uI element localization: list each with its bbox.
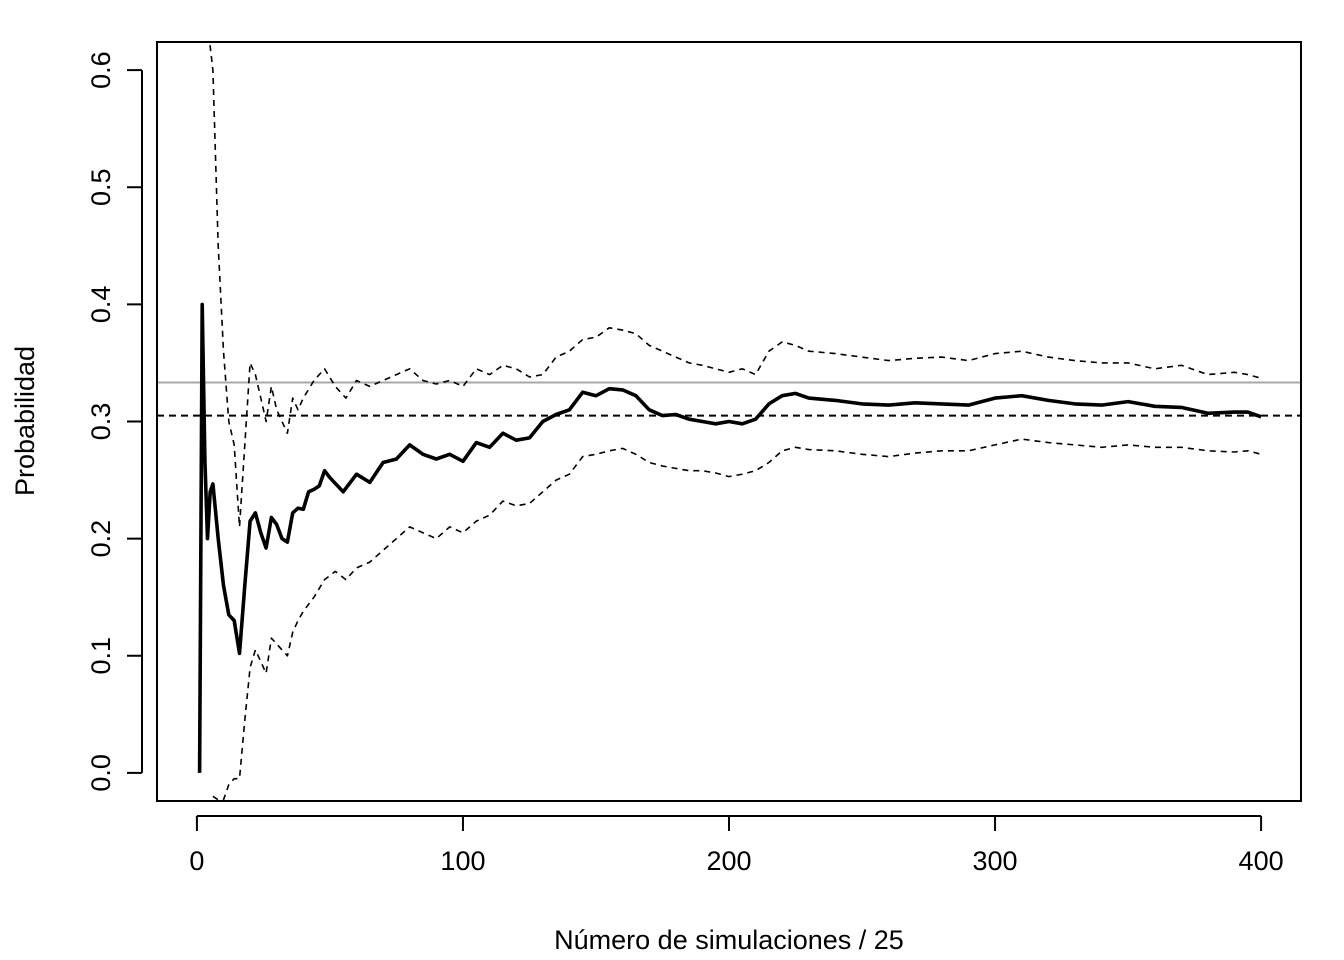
x-axis-title: Número de simulaciones / 25 xyxy=(554,925,904,955)
reference-lines xyxy=(157,381,1301,417)
plot-frame xyxy=(156,41,1302,802)
series-line-estimate xyxy=(197,302,1262,773)
y-axis: 0.0 0.1 0.2 0.3 0.4 0.5 0.6 xyxy=(86,51,143,792)
series-line-lower-bound xyxy=(212,438,1262,801)
y-tick-label: 0.1 xyxy=(86,637,116,675)
x-tick-label: 100 xyxy=(440,846,485,876)
y-tick-label: 0.6 xyxy=(86,51,116,89)
x-tick-label: 200 xyxy=(706,846,751,876)
x-axis: 0 100 200 300 400 xyxy=(189,815,1284,876)
y-tick-label: 0.5 xyxy=(86,168,116,206)
y-tick-label: 0.0 xyxy=(86,754,116,792)
y-axis-title: Probabilidad xyxy=(10,346,40,496)
y-tick-label: 0.4 xyxy=(86,286,116,324)
x-tick-label: 400 xyxy=(1239,846,1284,876)
series-group xyxy=(197,42,1262,801)
series-line-upper-bound xyxy=(208,42,1262,528)
x-tick-label: 0 xyxy=(189,846,204,876)
x-tick-label: 300 xyxy=(973,846,1018,876)
y-tick-label: 0.2 xyxy=(86,520,116,558)
y-tick-label: 0.3 xyxy=(86,403,116,441)
